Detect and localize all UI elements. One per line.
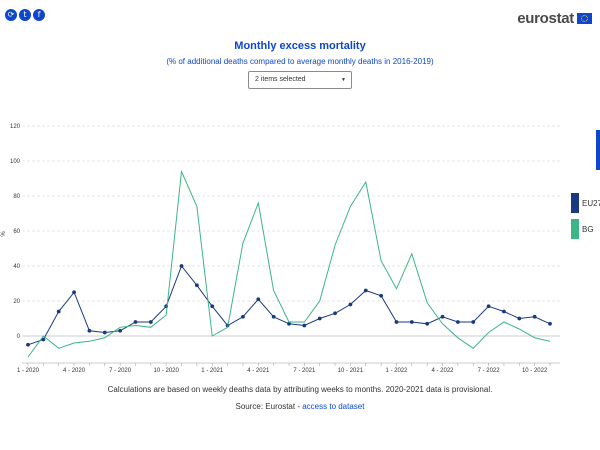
dataset-link[interactable]: access to dataset	[302, 402, 365, 411]
x-tick-label: 4 - 2022	[432, 368, 455, 374]
point-eu27[interactable]	[348, 302, 353, 307]
facebook-icon[interactable]: f	[33, 9, 45, 21]
chart-title: Monthly excess mortality	[234, 40, 366, 52]
point-eu27[interactable]	[548, 321, 552, 326]
eurostat-logo[interactable]: eurostat	[517, 10, 592, 27]
chart-subtitle: (% of additional deaths compared to aver…	[166, 57, 434, 66]
point-eu27[interactable]	[333, 311, 337, 316]
point-eu27[interactable]	[179, 264, 184, 268]
y-tick-label: 120	[10, 124, 21, 130]
point-eu27[interactable]	[210, 304, 215, 309]
point-eu27[interactable]	[56, 309, 61, 314]
point-eu27[interactable]	[194, 283, 199, 288]
point-eu27[interactable]	[87, 328, 92, 333]
x-tick-label: 1 - 2021	[201, 368, 224, 374]
y-axis-label: %	[1, 231, 7, 237]
legend-item-bg[interactable]: BG	[571, 219, 594, 239]
share-icon[interactable]: ⟳	[5, 9, 17, 21]
point-eu27[interactable]	[133, 320, 138, 324]
point-eu27[interactable]	[379, 293, 384, 298]
point-eu27[interactable]	[394, 320, 399, 324]
x-tick-label: 7 - 2022	[478, 368, 501, 374]
y-tick-label: 80	[13, 194, 20, 200]
point-eu27[interactable]	[455, 320, 460, 324]
point-eu27[interactable]	[363, 288, 368, 293]
series-line-bg	[27, 169, 551, 358]
source-prefix: Source: Eurostat -	[235, 402, 303, 411]
y-tick-label: 0	[17, 334, 21, 340]
y-tick-label: 60	[13, 229, 20, 235]
series-select-dropdown[interactable]: 2 items selected ▼	[248, 71, 352, 89]
source-line: Source: Eurostat - access to dataset	[0, 402, 600, 411]
point-eu27[interactable]	[502, 309, 506, 314]
x-tick-label: 10 - 2022	[522, 368, 548, 374]
y-tick-label: 20	[13, 299, 20, 305]
point-eu27[interactable]	[118, 328, 123, 333]
legend-swatch-eu27	[571, 193, 579, 213]
footnote: Calculations are based on weekly deaths …	[107, 385, 493, 394]
point-eu27[interactable]	[317, 316, 322, 321]
point-eu27[interactable]	[148, 320, 153, 324]
x-tick-label: 4 - 2020	[63, 368, 86, 374]
point-eu27[interactable]	[256, 297, 261, 302]
caret-down-icon: ▼	[341, 77, 346, 83]
scroll-edge[interactable]	[596, 130, 600, 170]
x-tick-label: 1 - 2022	[385, 368, 408, 374]
point-eu27[interactable]	[271, 314, 276, 319]
point-eu27[interactable]	[302, 323, 307, 328]
point-eu27[interactable]	[486, 304, 491, 309]
point-eu27[interactable]	[532, 314, 537, 319]
y-tick-label: 100	[10, 159, 21, 165]
legend-label-eu27: EU27	[582, 198, 600, 208]
point-eu27[interactable]	[517, 316, 522, 321]
logo-text: eurostat	[517, 10, 574, 27]
point-eu27[interactable]	[72, 290, 76, 295]
x-tick-label: 7 - 2021	[293, 368, 316, 374]
x-tick-label: 7 - 2020	[109, 368, 132, 374]
point-eu27[interactable]	[287, 321, 291, 326]
point-eu27[interactable]	[425, 321, 430, 326]
chart-svg: 0 20 40 60 80 100 120 1 - 2020 4 - 2020 7 - 2020 1…	[1, 124, 560, 374]
point-eu27[interactable]	[102, 330, 107, 335]
point-eu27[interactable]	[41, 337, 46, 342]
eu-flag-icon	[577, 13, 592, 24]
legend-label-bg: BG	[582, 224, 594, 234]
point-eu27[interactable]	[471, 320, 476, 324]
point-eu27[interactable]	[409, 320, 414, 324]
point-eu27[interactable]	[26, 342, 30, 347]
point-eu27[interactable]	[241, 314, 245, 319]
dropdown-value: 2 items selected	[255, 76, 306, 83]
legend-swatch-bg	[571, 219, 579, 239]
x-tick-label: 10 - 2020	[153, 368, 179, 374]
x-tick-label: 4 - 2021	[247, 368, 270, 374]
twitter-icon[interactable]: t	[19, 9, 31, 21]
legend-item-eu27[interactable]: EU27	[571, 193, 600, 213]
top-bar: ⟳ t f eurostat	[0, 0, 600, 32]
point-eu27[interactable]	[440, 314, 445, 319]
y-tick-label: 40	[13, 264, 20, 270]
x-tick-label: 10 - 2021	[338, 368, 364, 374]
x-tick-label: 1 - 2020	[17, 368, 40, 374]
